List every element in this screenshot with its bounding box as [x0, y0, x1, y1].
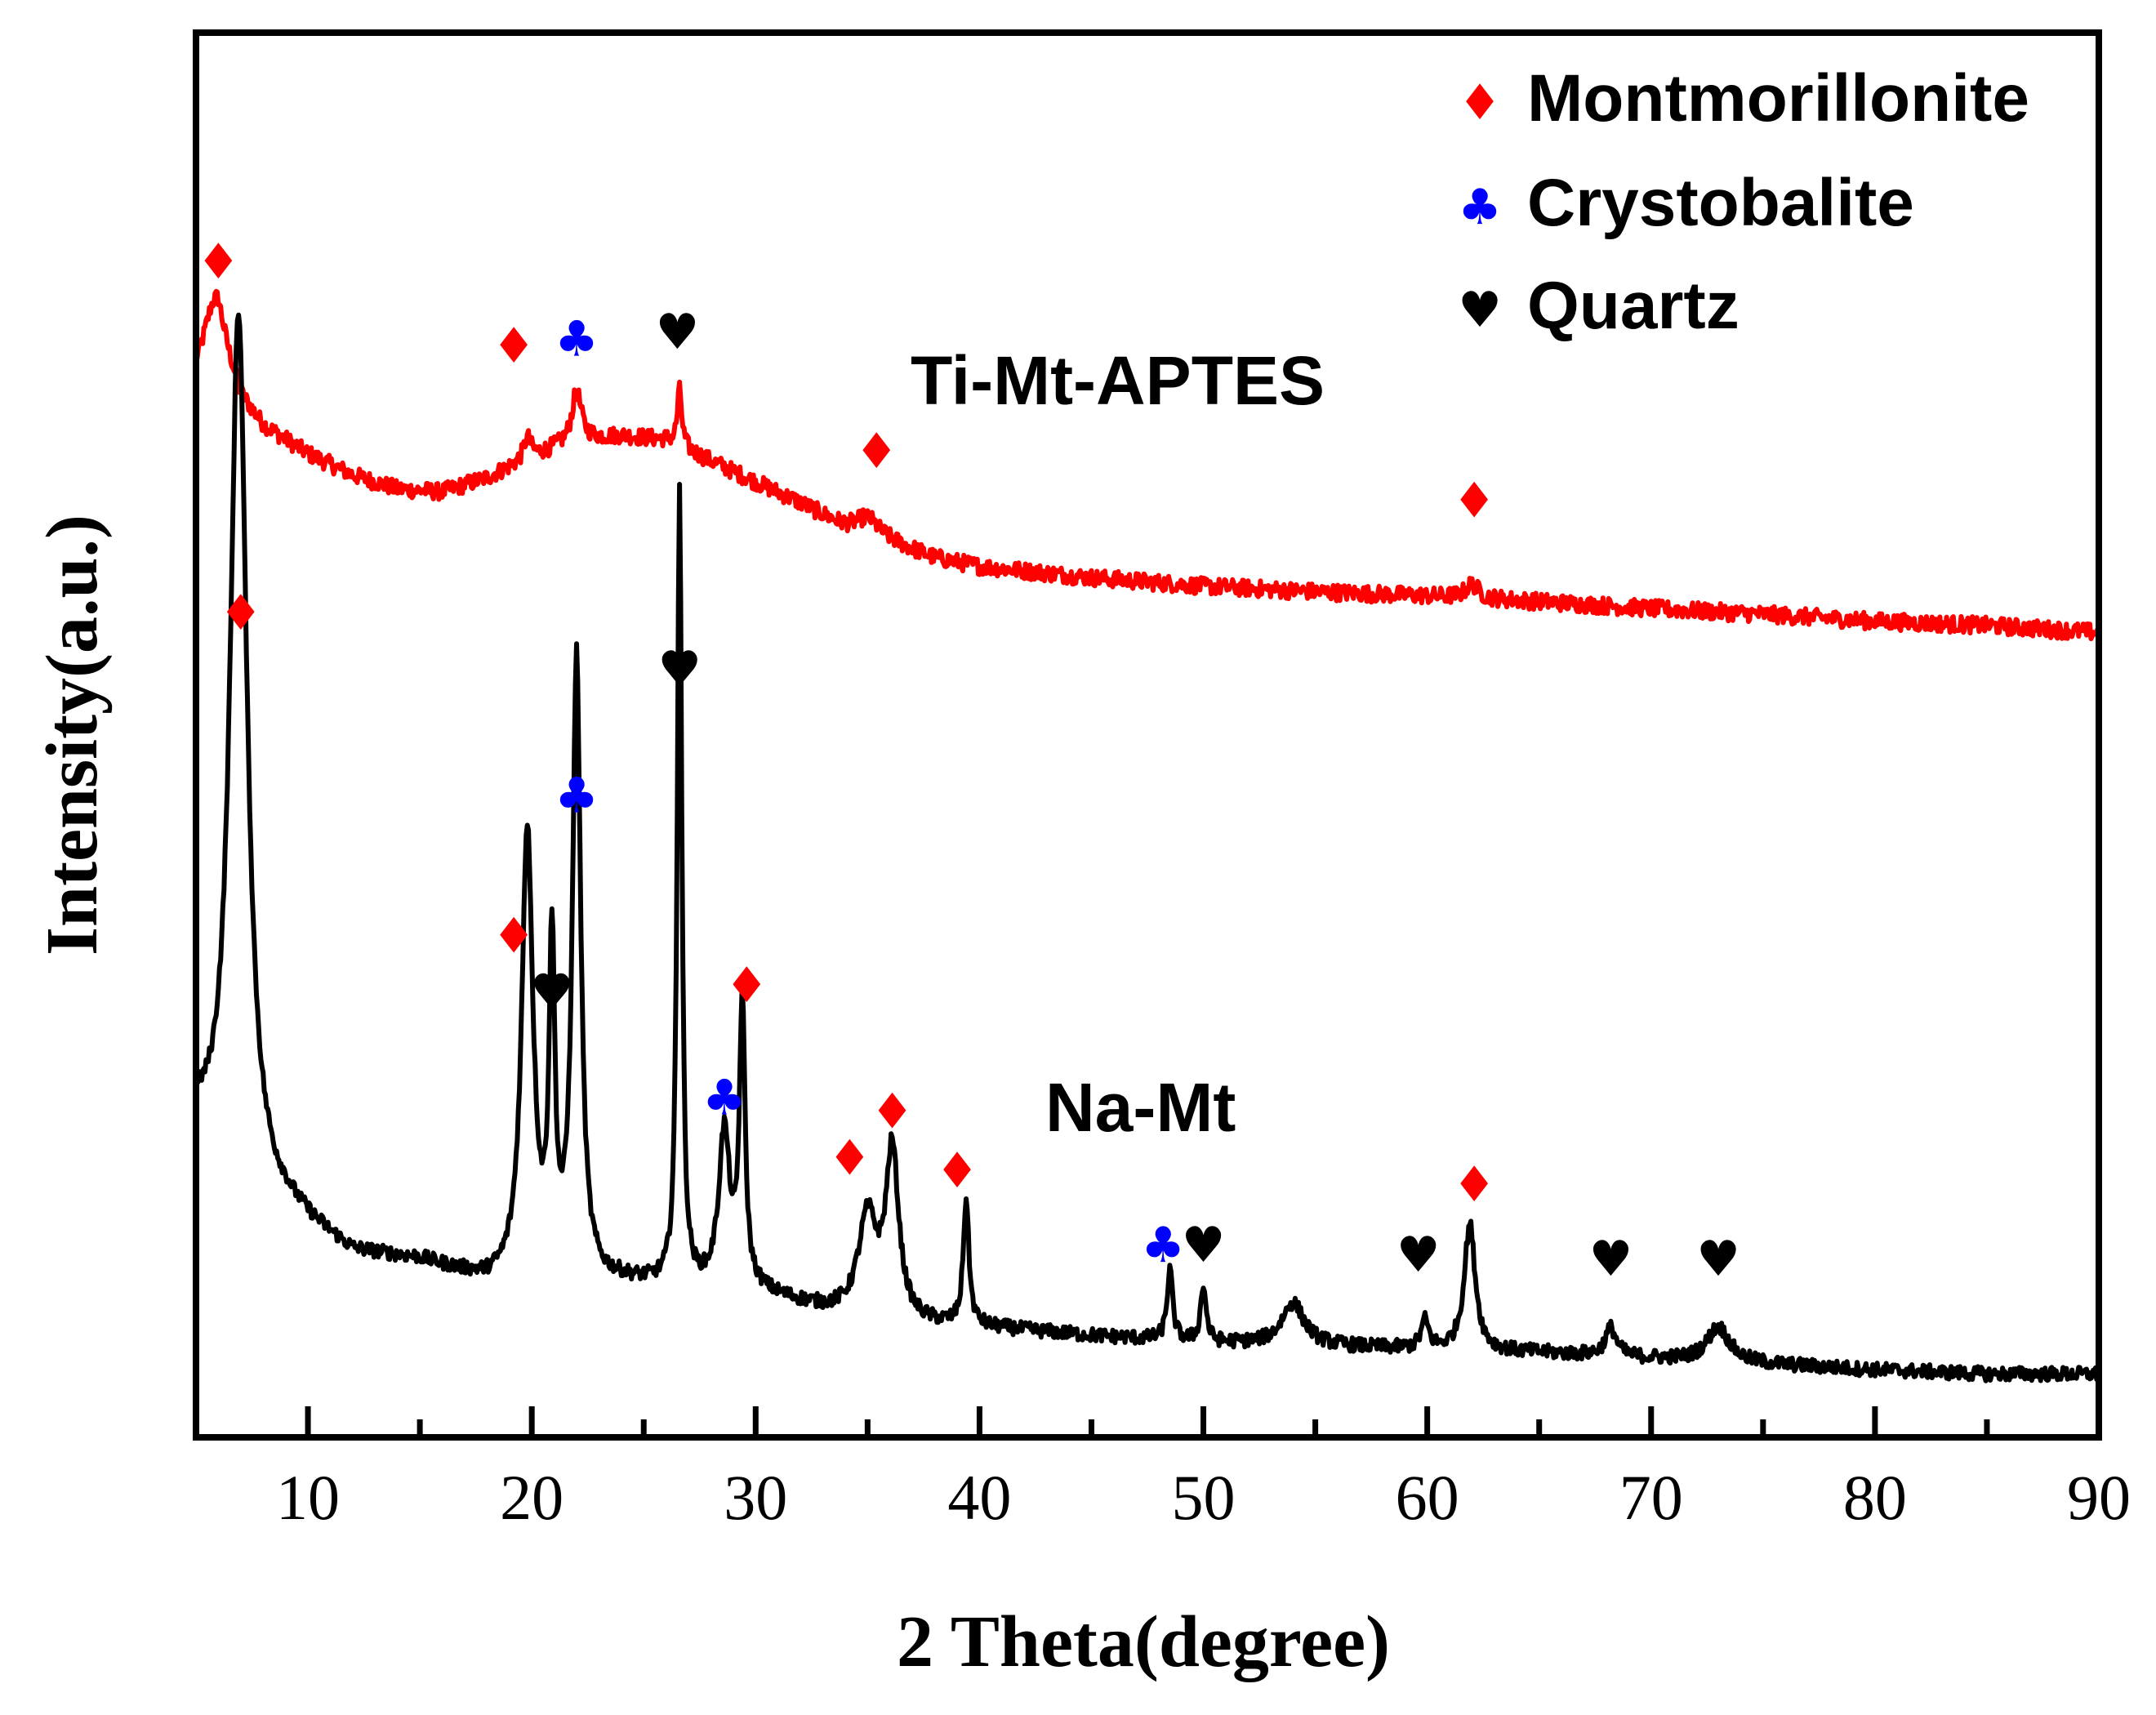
- x-axis-ticks: 10 20 30 40 50 60 70 80 90: [276, 1406, 2131, 1533]
- diamond-marker-icon: ♦: [492, 908, 536, 965]
- x-tick-label: 40: [947, 1462, 1011, 1533]
- legend-label-montmorillonite: Montmorillonite: [1527, 61, 2029, 136]
- y-axis-title: Intensity(a.u.): [32, 514, 113, 956]
- heart-marker-icon: ♥: [657, 641, 702, 698]
- series-label-ti-mt-aptes: Ti-Mt-APTES: [911, 342, 1325, 419]
- x-tick-label: 10: [276, 1462, 340, 1533]
- club-marker-icon: ♣: [555, 311, 599, 368]
- diamond-marker-icon: ♦: [724, 957, 768, 1014]
- x-tick-label: 20: [500, 1462, 564, 1533]
- diamond-marker-icon: ♦: [871, 1084, 915, 1141]
- diamond-marker-icon: ♦: [492, 318, 536, 375]
- legend-icon-quartz: ♥: [1458, 282, 1502, 339]
- plot-frame: [193, 29, 2102, 1441]
- diamond-marker-icon: ♦: [1452, 472, 1496, 529]
- heart-marker-icon: ♥: [1696, 1231, 1740, 1288]
- legend-label-quartz: Quartz: [1527, 269, 1740, 343]
- series-label-na-mt: Na-Mt: [1045, 1069, 1236, 1146]
- x-tick-label: 30: [724, 1462, 787, 1533]
- x-tick-label: 90: [2067, 1462, 2131, 1533]
- club-marker-icon: ♣: [702, 1069, 746, 1126]
- series-line-na-mt: [194, 312, 2101, 1383]
- x-tick-label: 50: [1172, 1462, 1236, 1533]
- diamond-marker-icon: ♦: [197, 234, 241, 291]
- peak-markers: ♦♦ ♣ ♥♦♦♦♥♣♦♥ ♦♣ ♦♦ ♦ ♦♣♥ ♥ ♥ ♥: [197, 234, 1740, 1288]
- legend-label-crystobalite: Crystobalite: [1527, 166, 1914, 240]
- legend-icon-montmorillonite: ♦: [1458, 74, 1502, 131]
- x-tick-label: 60: [1396, 1462, 1459, 1533]
- legend: ♦ Montmorillonite ♣ Crystobalite ♥ Quart…: [1458, 61, 2029, 343]
- heart-marker-icon: ♥: [1396, 1227, 1441, 1284]
- heart-marker-icon: ♥: [1182, 1217, 1226, 1274]
- heart-marker-icon: ♥: [656, 304, 700, 361]
- legend-icon-crystobalite: ♣: [1458, 179, 1502, 236]
- diamond-marker-icon: ♦: [854, 423, 898, 480]
- diamond-marker-icon: ♦: [935, 1143, 979, 1200]
- diamond-marker-icon: ♦: [219, 585, 263, 642]
- x-tick-label: 80: [1843, 1462, 1907, 1533]
- series-layer: [194, 288, 2101, 1383]
- club-marker-icon: ♣: [555, 768, 599, 825]
- heart-marker-icon: ♥: [1589, 1231, 1633, 1288]
- x-tick-label: 70: [1619, 1462, 1683, 1533]
- series-line-ti-mt-aptes: [194, 288, 2101, 642]
- diamond-marker-icon: ♦: [1452, 1156, 1496, 1214]
- x-axis-title: 2 Theta(degree): [897, 1601, 1390, 1682]
- diamond-marker-icon: ♦: [828, 1129, 872, 1187]
- heart-marker-icon: ♥: [530, 964, 574, 1021]
- club-marker-icon: ♣: [1141, 1217, 1185, 1274]
